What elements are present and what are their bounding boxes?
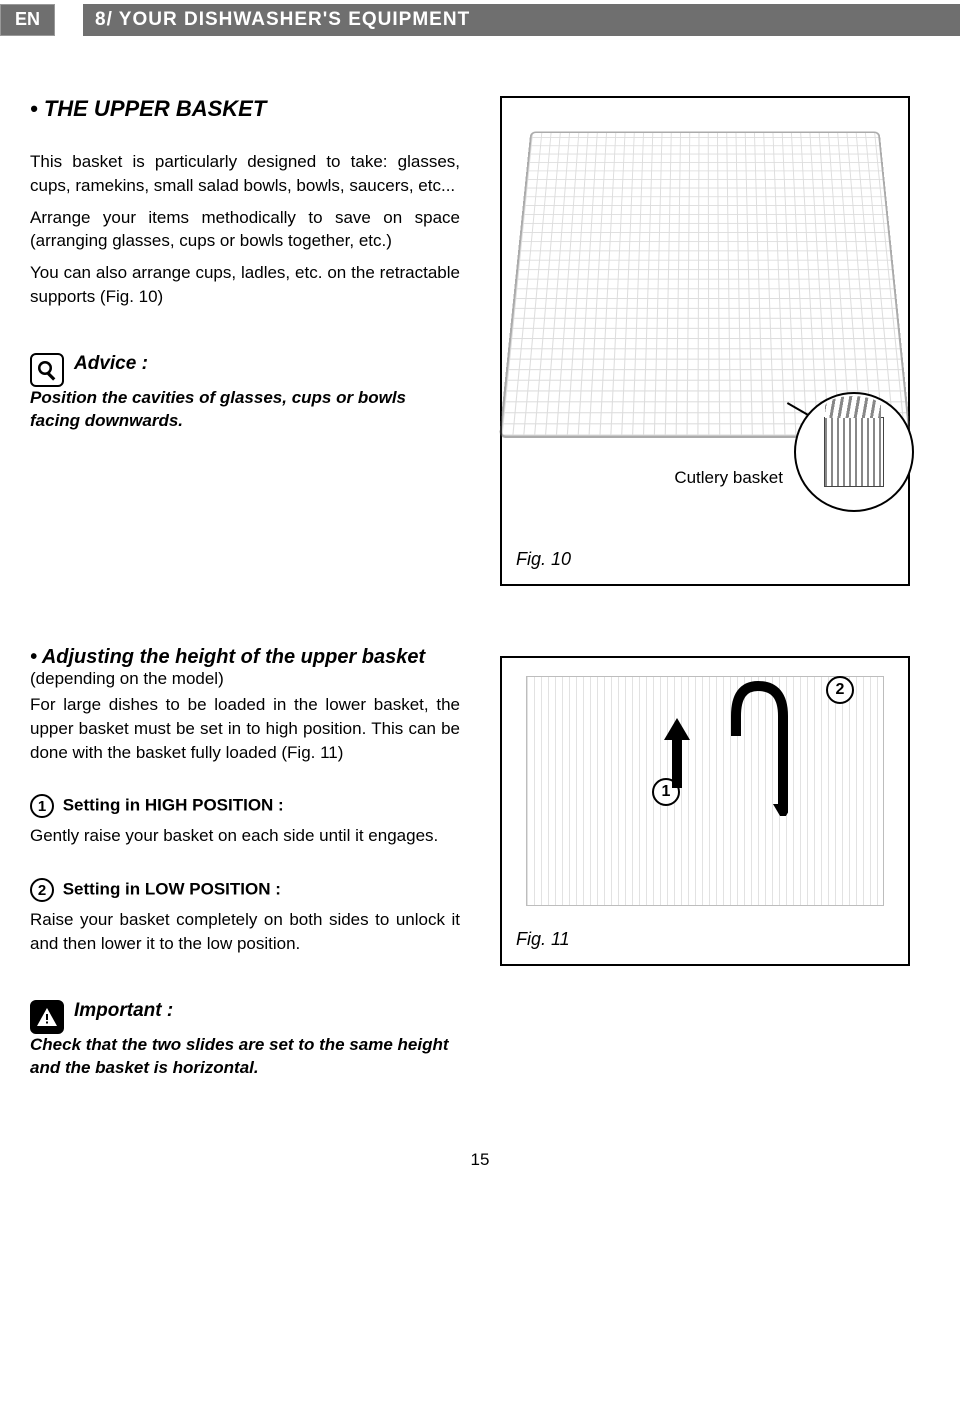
section1-text-col: • THE UPPER BASKET This basket is partic… — [30, 96, 460, 586]
advice-heading: Advice : — [74, 353, 148, 375]
section1-figure-col: Cutlery basket Fig. 10 — [500, 96, 930, 586]
important-text: Check that the two slides are set to the… — [30, 1034, 460, 1080]
high-position-label: Setting in HIGH POSITION : — [58, 796, 284, 815]
figure-11-label: Fig. 11 — [516, 929, 570, 950]
section1-title: • THE UPPER BASKET — [30, 96, 460, 122]
basket-side-illustration — [526, 676, 884, 906]
section2-text-col: • Adjusting the height of the upper bask… — [30, 646, 460, 1080]
section1-para2: Arrange your items methodically to save … — [30, 206, 460, 254]
section2-figure-col: 1 2 Fig. 11 — [500, 646, 930, 1080]
section-upper-basket: • THE UPPER BASKET This basket is partic… — [30, 96, 930, 586]
marker-2-icon: 2 — [30, 878, 54, 902]
section1-para3: You can also arrange cups, ladles, etc. … — [30, 261, 460, 309]
section2-heading-bold: • Adjusting the height of the upper bask… — [30, 646, 425, 668]
cutlery-basket-label: Cutlery basket — [674, 468, 783, 488]
advice-callout: Advice : Position the cavities of glasse… — [30, 353, 460, 433]
section2-heading-note: (depending on the model) — [30, 669, 224, 688]
low-position-text: Raise your basket completely on both sid… — [30, 908, 460, 956]
up-arrow-icon — [662, 718, 692, 788]
low-position-heading: 2 Setting in LOW POSITION : — [30, 878, 460, 902]
section2-para: For large dishes to be loaded in the low… — [30, 693, 460, 764]
section-adjust-height: • Adjusting the height of the upper bask… — [30, 646, 930, 1080]
figure-10: Cutlery basket Fig. 10 — [500, 96, 910, 586]
section2-heading: • Adjusting the height of the upper bask… — [30, 646, 460, 689]
high-position-text: Gently raise your basket on each side un… — [30, 824, 460, 848]
figure-10-label: Fig. 10 — [516, 549, 571, 570]
important-heading: Important : — [74, 1000, 173, 1022]
figure-11: 1 2 Fig. 11 — [500, 656, 910, 966]
page-number: 15 — [30, 1150, 930, 1170]
magnifier-icon — [30, 353, 64, 387]
low-position-label: Setting in LOW POSITION : — [58, 880, 281, 899]
figure-marker-2: 2 — [826, 676, 854, 704]
language-badge: EN — [0, 4, 55, 36]
cutlery-basket-icon — [824, 417, 884, 487]
section1-para1: This basket is particularly designed to … — [30, 150, 460, 198]
header-spacer — [55, 4, 83, 36]
chapter-title: 8/ YOUR DISHWASHER'S EQUIPMENT — [83, 4, 960, 36]
cutlery-basket-detail — [794, 392, 914, 512]
important-callout: Important : Check that the two slides ar… — [30, 1000, 460, 1080]
warning-icon — [30, 1000, 64, 1034]
arrow-hook-icon — [718, 676, 788, 816]
marker-1-icon: 1 — [30, 794, 54, 818]
page-header: EN 8/ YOUR DISHWASHER'S EQUIPMENT — [0, 4, 960, 36]
page-body: • THE UPPER BASKET This basket is partic… — [0, 36, 960, 1200]
high-position-heading: 1 Setting in HIGH POSITION : — [30, 794, 460, 818]
advice-text: Position the cavities of glasses, cups o… — [30, 387, 460, 433]
